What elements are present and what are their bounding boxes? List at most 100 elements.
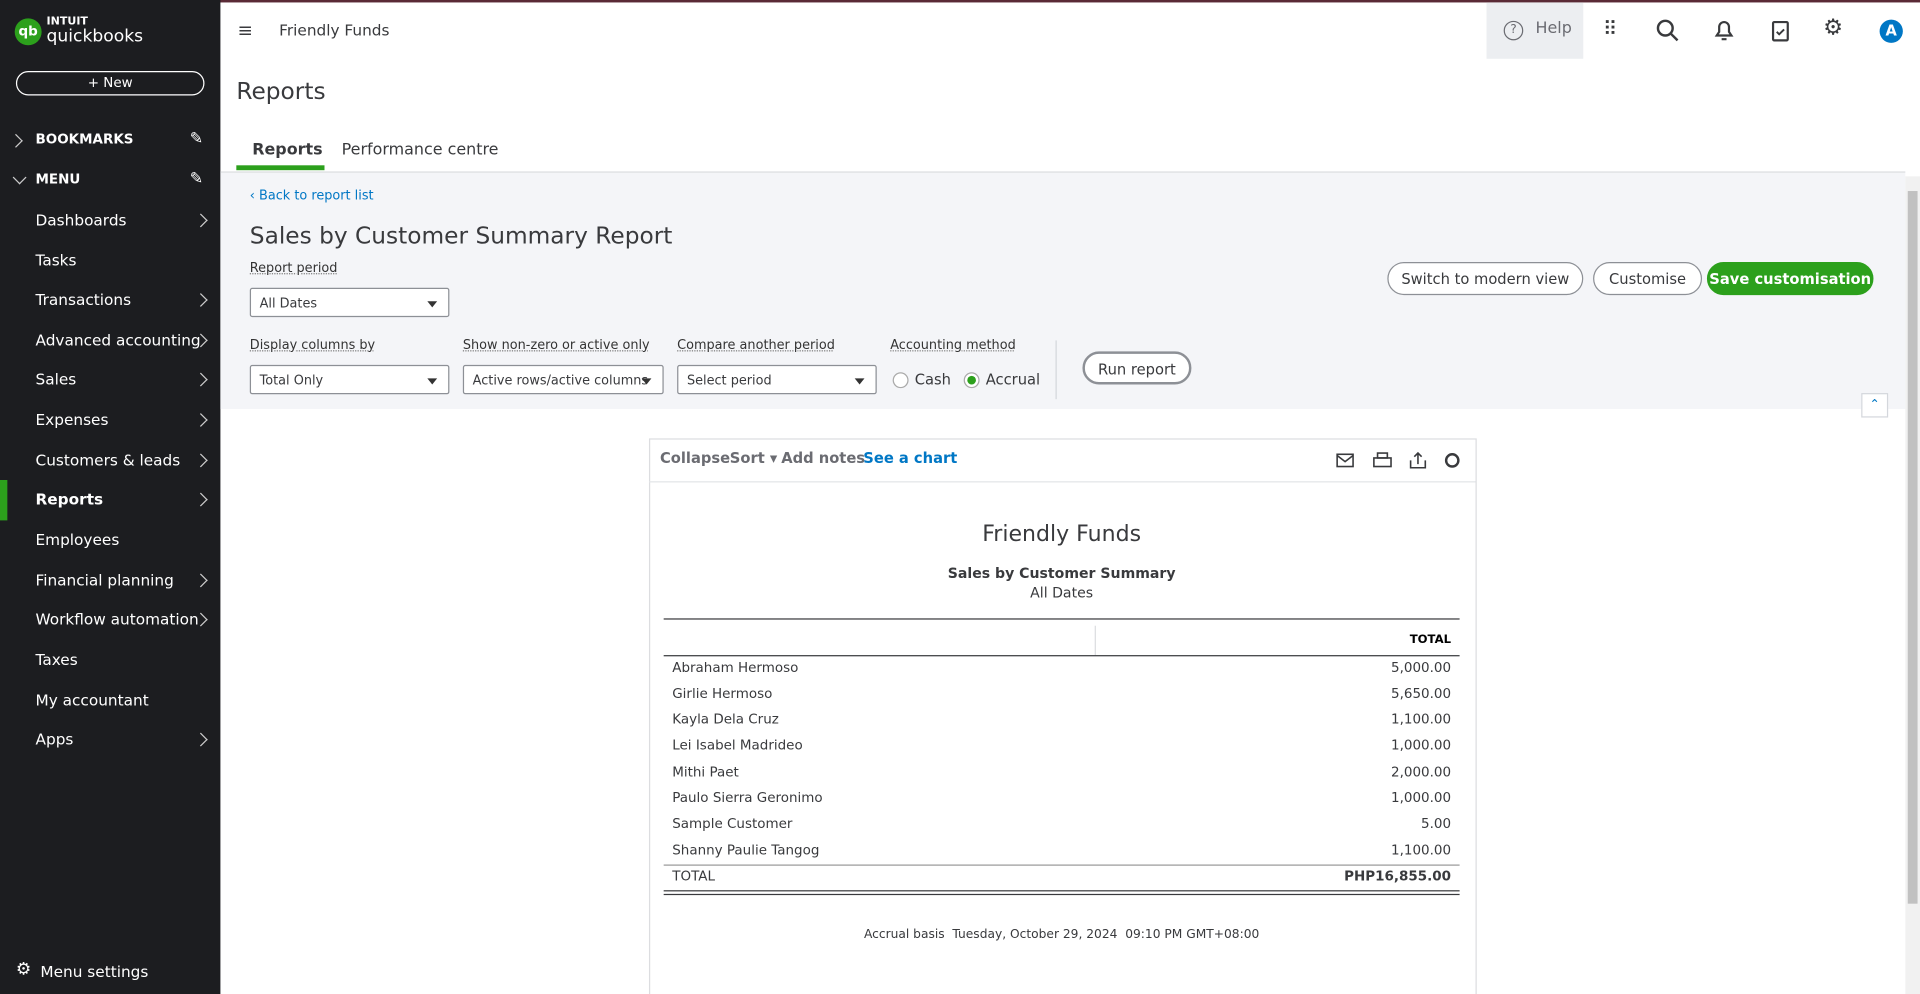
collapse-panel[interactable]: ⌃	[1861, 393, 1889, 418]
radio-selected[interactable]	[963, 372, 980, 389]
menu-item[interactable]: Sales	[35, 369, 77, 389]
tab[interactable]: Performance centre	[341, 140, 499, 160]
chevron	[12, 170, 27, 185]
amount: 1,100.00	[1391, 842, 1452, 859]
chevron	[193, 453, 208, 468]
company-name: Friendly Funds	[279, 20, 390, 40]
edit-icon[interactable]: ✎	[189, 170, 204, 189]
double-rule	[663, 890, 1460, 896]
new-button[interactable]: + New	[15, 71, 205, 96]
bell-icon[interactable]	[1712, 18, 1736, 42]
edit-icon[interactable]: ✎	[189, 129, 204, 149]
avatar[interactable]: A	[1879, 19, 1903, 43]
chevron	[193, 293, 208, 307]
rule	[663, 618, 1460, 620]
rule	[663, 864, 1460, 866]
add-notes-button[interactable]: Add notes	[781, 449, 866, 467]
column-header: TOTAL	[1409, 633, 1452, 647]
search-icon[interactable]	[1656, 18, 1680, 42]
field-label: Show non-zero or active only	[462, 337, 650, 353]
amount: 5.00	[1421, 815, 1452, 832]
help-label: Help	[1535, 19, 1572, 38]
sort-button[interactable]: Sort ▾	[729, 449, 778, 467]
menu-item[interactable]: Employees	[35, 530, 120, 549]
amount: 5,650.00	[1391, 685, 1452, 702]
customise-button[interactable]: Customise	[1593, 262, 1703, 296]
total-amount: PHP16,855.00	[1344, 868, 1452, 885]
col-divider	[1094, 625, 1096, 656]
menu-item[interactable]: Tasks	[35, 251, 77, 270]
menu-item[interactable]: Apps	[35, 729, 74, 749]
menu-item[interactable]: Workflow automation	[35, 609, 199, 629]
toolbar-divider	[648, 481, 1476, 483]
bookmarks[interactable]: BOOKMARKS	[35, 131, 134, 147]
menu-item[interactable]: Financial planning	[35, 570, 174, 589]
logo-icon: qb	[14, 18, 42, 46]
customer: Shanny Paulie Tangog	[672, 842, 820, 859]
menu[interactable]: MENU	[35, 171, 81, 188]
apps-icon[interactable]: ⠿	[1602, 17, 1618, 41]
radio-label: Cash	[914, 371, 951, 389]
chevron	[193, 492, 208, 507]
dropdown[interactable]: Active rows/active columns	[462, 364, 664, 395]
chevron	[8, 133, 23, 148]
radio-dot	[967, 375, 976, 385]
amount: 5,000.00	[1391, 660, 1452, 676]
menu-item[interactable]: Taxes	[35, 650, 78, 669]
dropdown[interactable]: Total Only	[249, 364, 450, 395]
menu-settings[interactable]: Menu settings	[40, 962, 149, 981]
amount: 1,100.00	[1391, 711, 1452, 728]
report-footer: Accrual basis Tuesday, October 29, 2024 …	[863, 928, 1260, 942]
customer: Lei Isabel Madrideo	[672, 737, 803, 754]
toolbar-icons[interactable]	[1335, 451, 1470, 471]
collapse-button[interactable]: Collapse	[660, 449, 731, 467]
radio-label: Accrual	[985, 371, 1041, 389]
menu-toggle[interactable]: ≡	[237, 19, 253, 42]
report-company: Friendly Funds	[982, 521, 1142, 548]
customer: Paulo Sierra Geronimo	[672, 789, 823, 806]
chevron	[193, 372, 208, 387]
rule	[663, 655, 1460, 657]
run-report-button[interactable]: Run report	[1082, 351, 1192, 385]
dropdown[interactable]: All Dates	[249, 287, 450, 318]
chevron	[193, 732, 208, 747]
tasks-icon[interactable]	[1768, 18, 1792, 42]
customer: Sample Customer	[672, 815, 793, 832]
tab[interactable]: Reports	[252, 140, 323, 160]
switch-view-button[interactable]: Switch to modern view	[1387, 262, 1584, 296]
report-period: All Dates	[1030, 584, 1094, 602]
amount: 1,000.00	[1391, 737, 1452, 754]
logo-line1: INTUIT	[46, 15, 88, 29]
menu-item[interactable]: Dashboards	[35, 210, 127, 229]
see-chart-button[interactable]: See a chart	[863, 449, 958, 467]
menu-item[interactable]: Transactions	[35, 290, 132, 309]
chevron	[193, 573, 208, 588]
amount: 1,000.00	[1391, 789, 1452, 806]
help-button[interactable]: ? Help	[1486, 2, 1584, 59]
menu-item[interactable]: Reports	[35, 489, 104, 509]
menu-item[interactable]: My accountant	[35, 690, 149, 709]
menu-item[interactable]: Advanced accounting	[35, 330, 201, 349]
sidebar: qb INTUIT quickbooks + New BOOKMARKS MEN…	[0, 0, 221, 994]
help-icon: ?	[1503, 20, 1524, 41]
report-name: Sales by Customer Summary	[947, 564, 1176, 582]
field-label: Compare another period	[677, 337, 835, 353]
menu-item[interactable]: Customers & leads	[35, 450, 181, 469]
customer: Kayla Dela Cruz	[672, 711, 779, 728]
radio[interactable]	[892, 372, 909, 389]
back-label: Back to report list	[259, 188, 374, 204]
settings-icon[interactable]: ⚙	[1823, 14, 1844, 41]
save-button[interactable]: Save customisation	[1706, 262, 1874, 296]
chevron	[193, 413, 208, 427]
dropdown[interactable]: Select period	[677, 364, 877, 395]
back-link[interactable]: ‹ Back to report list	[249, 188, 374, 204]
chevron	[193, 213, 208, 228]
menu-item[interactable]: Expenses	[35, 410, 109, 429]
report-paper	[648, 438, 1477, 994]
active-indicator	[0, 480, 8, 521]
field-label: Display columns by	[249, 337, 376, 353]
tab-indicator	[236, 165, 325, 171]
scroll-thumb[interactable]	[1907, 191, 1918, 904]
customer: Girlie Hermoso	[672, 685, 773, 702]
